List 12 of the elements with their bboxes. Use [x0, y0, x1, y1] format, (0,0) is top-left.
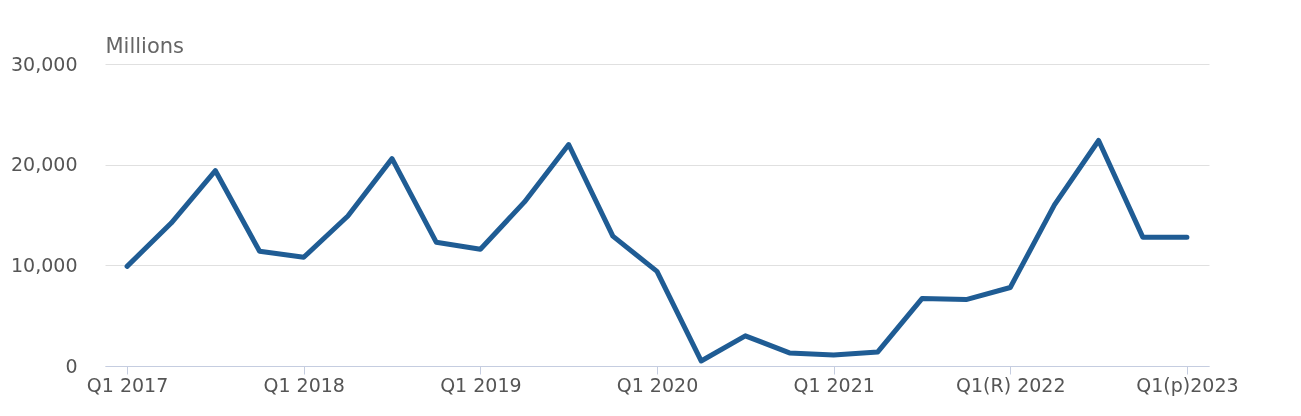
y-tick-label: 30,000 [11, 52, 78, 75]
x-tick-label: Q1(R) 2022 [956, 373, 1066, 396]
x-tick-label: Q1 2021 [793, 373, 875, 396]
x-tick-label: Q1(p)2023 [1136, 373, 1239, 396]
y-tick-label: 20,000 [11, 153, 78, 176]
x-tick-label: Q1 2018 [263, 373, 345, 396]
x-tick-label: Q1 2017 [86, 373, 169, 396]
y-tick-label: 0 [65, 354, 78, 377]
y-tick-label: 10,000 [11, 253, 78, 276]
x-tick-label: Q1 2020 [616, 373, 699, 396]
x-tick-label: Q1 2019 [440, 373, 522, 396]
y-axis-title: Millions [105, 33, 185, 58]
